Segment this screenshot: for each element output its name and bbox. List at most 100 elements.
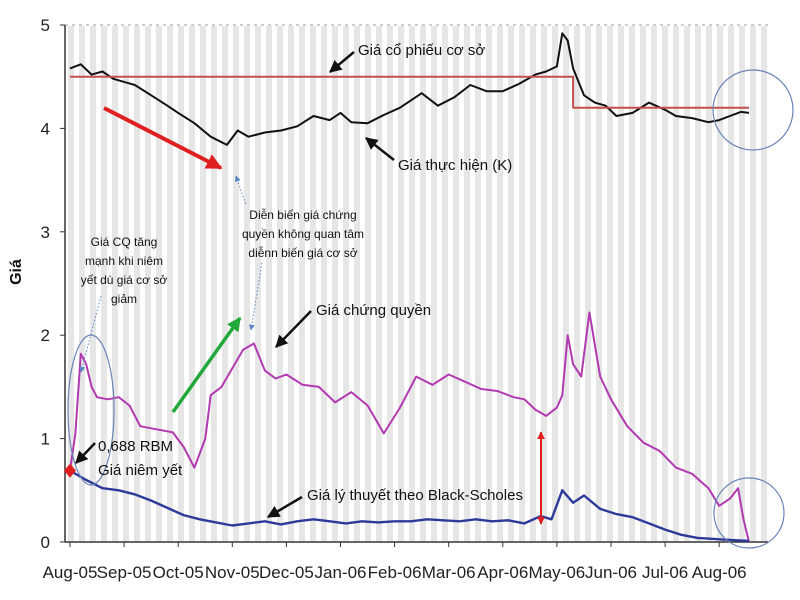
arrow-listing-label [75,442,96,464]
band-11 [189,26,195,541]
band-5 [123,26,129,541]
band-0 [68,26,74,541]
annotations-decor [64,51,794,549]
arrow-bs-label [266,495,303,519]
arrow-warrant-label [275,310,312,348]
x-tick-label-7: Mar-06 [422,563,476,582]
band-38 [486,26,492,541]
band-51 [629,26,635,541]
x-tick-label-12: Aug-06 [692,563,747,582]
band-12 [200,26,206,541]
plot-frame [64,24,768,543]
series-strike [70,75,749,109]
time-bands [68,26,767,541]
band-13 [211,26,217,541]
arrow-green-trend [171,316,242,414]
band-50 [618,26,624,541]
strike-label: Giá thực hiện (K) [398,157,512,174]
band-55 [673,26,679,541]
band-2 [90,26,96,541]
x-tick-label-6: Feb-06 [368,563,422,582]
arrow-underlying-label [329,51,355,73]
band-42 [530,26,536,541]
band-21 [299,26,305,541]
listing-value: 0,688 RBM [98,438,173,455]
band-63 [761,26,767,541]
x-tick-label-1: Sep-05 [97,563,152,582]
pointer-note-mid-bottom [248,261,263,331]
band-4 [112,26,118,541]
x-tick-label-9: May-06 [529,563,586,582]
band-62 [750,26,756,541]
band-39 [497,26,503,541]
band-59 [717,26,723,541]
note-left-line-3: yết dù giá cơ sở [81,273,168,287]
band-1 [79,26,85,541]
band-22 [310,26,316,541]
band-33 [431,26,437,541]
band-32 [420,26,426,541]
band-14 [222,26,228,541]
band-29 [387,26,393,541]
y-tick-label-1: 1 [41,430,50,449]
series-warrant [69,311,750,543]
listing-price-marker [64,463,76,478]
band-7 [145,26,151,541]
series-lines [69,32,750,543]
note-mid-line-2: quyền không quan tâm [242,227,364,241]
band-15 [233,26,239,541]
band-61 [739,26,745,541]
x-tick-label-4: Dec-05 [259,563,314,582]
band-60 [728,26,734,541]
note-left-line-1: Giá CQ tăng [91,235,158,249]
note-left-line-2: mạnh khi niêm [85,254,163,268]
x-axis-ticks: Aug-05 Sep-05 Oct-05 Nov-05 Dec-05 Jan-06 Feb-… [43,542,747,582]
band-19 [277,26,283,541]
band-46 [574,26,580,541]
x-tick-label-8: Apr-06 [477,563,528,582]
arrow-red-trend [103,106,223,170]
band-28 [376,26,382,541]
highlight-circle-expiry-underlying [712,69,794,151]
x-tick-label-0: Aug-05 [43,563,98,582]
underlying-label: Giá cổ phiếu cơ sở [358,42,485,59]
band-3 [101,26,107,541]
y-axis-ticks: 0 1 2 3 4 5 [41,16,65,552]
band-44 [552,26,558,541]
band-23 [321,26,327,541]
band-8 [156,26,162,541]
y-tick-label-5: 5 [41,16,50,35]
y-tick-label-4: 4 [41,119,50,138]
y-tick-label-0: 0 [41,533,50,552]
y-axis-label: Giá [8,259,25,285]
band-45 [563,26,569,541]
band-16 [244,26,250,541]
band-58 [706,26,712,541]
band-20 [288,26,294,541]
x-tick-label-5: Jan-06 [315,563,367,582]
band-34 [442,26,448,541]
note-left-line-4: giảm [111,292,137,306]
band-35 [453,26,459,541]
band-43 [541,26,547,541]
band-41 [519,26,525,541]
band-25 [343,26,349,541]
x-tick-label-3: Nov-05 [205,563,260,582]
band-31 [409,26,415,541]
arrow-strike-label [365,137,395,161]
band-17 [255,26,261,541]
y-tick-label-3: 3 [41,223,50,242]
band-40 [508,26,514,541]
band-52 [640,26,646,541]
band-56 [684,26,690,541]
band-49 [607,26,613,541]
pointer-note-left [79,295,102,373]
warrant-label: Giá chứng quyền [316,302,431,319]
x-tick-label-2: Oct-05 [153,563,204,582]
band-27 [365,26,371,541]
highlight-ellipse-listing [67,334,115,486]
listing-label: Giá niêm yết [98,462,183,479]
band-57 [695,26,701,541]
pointer-note-mid-top [234,175,247,206]
